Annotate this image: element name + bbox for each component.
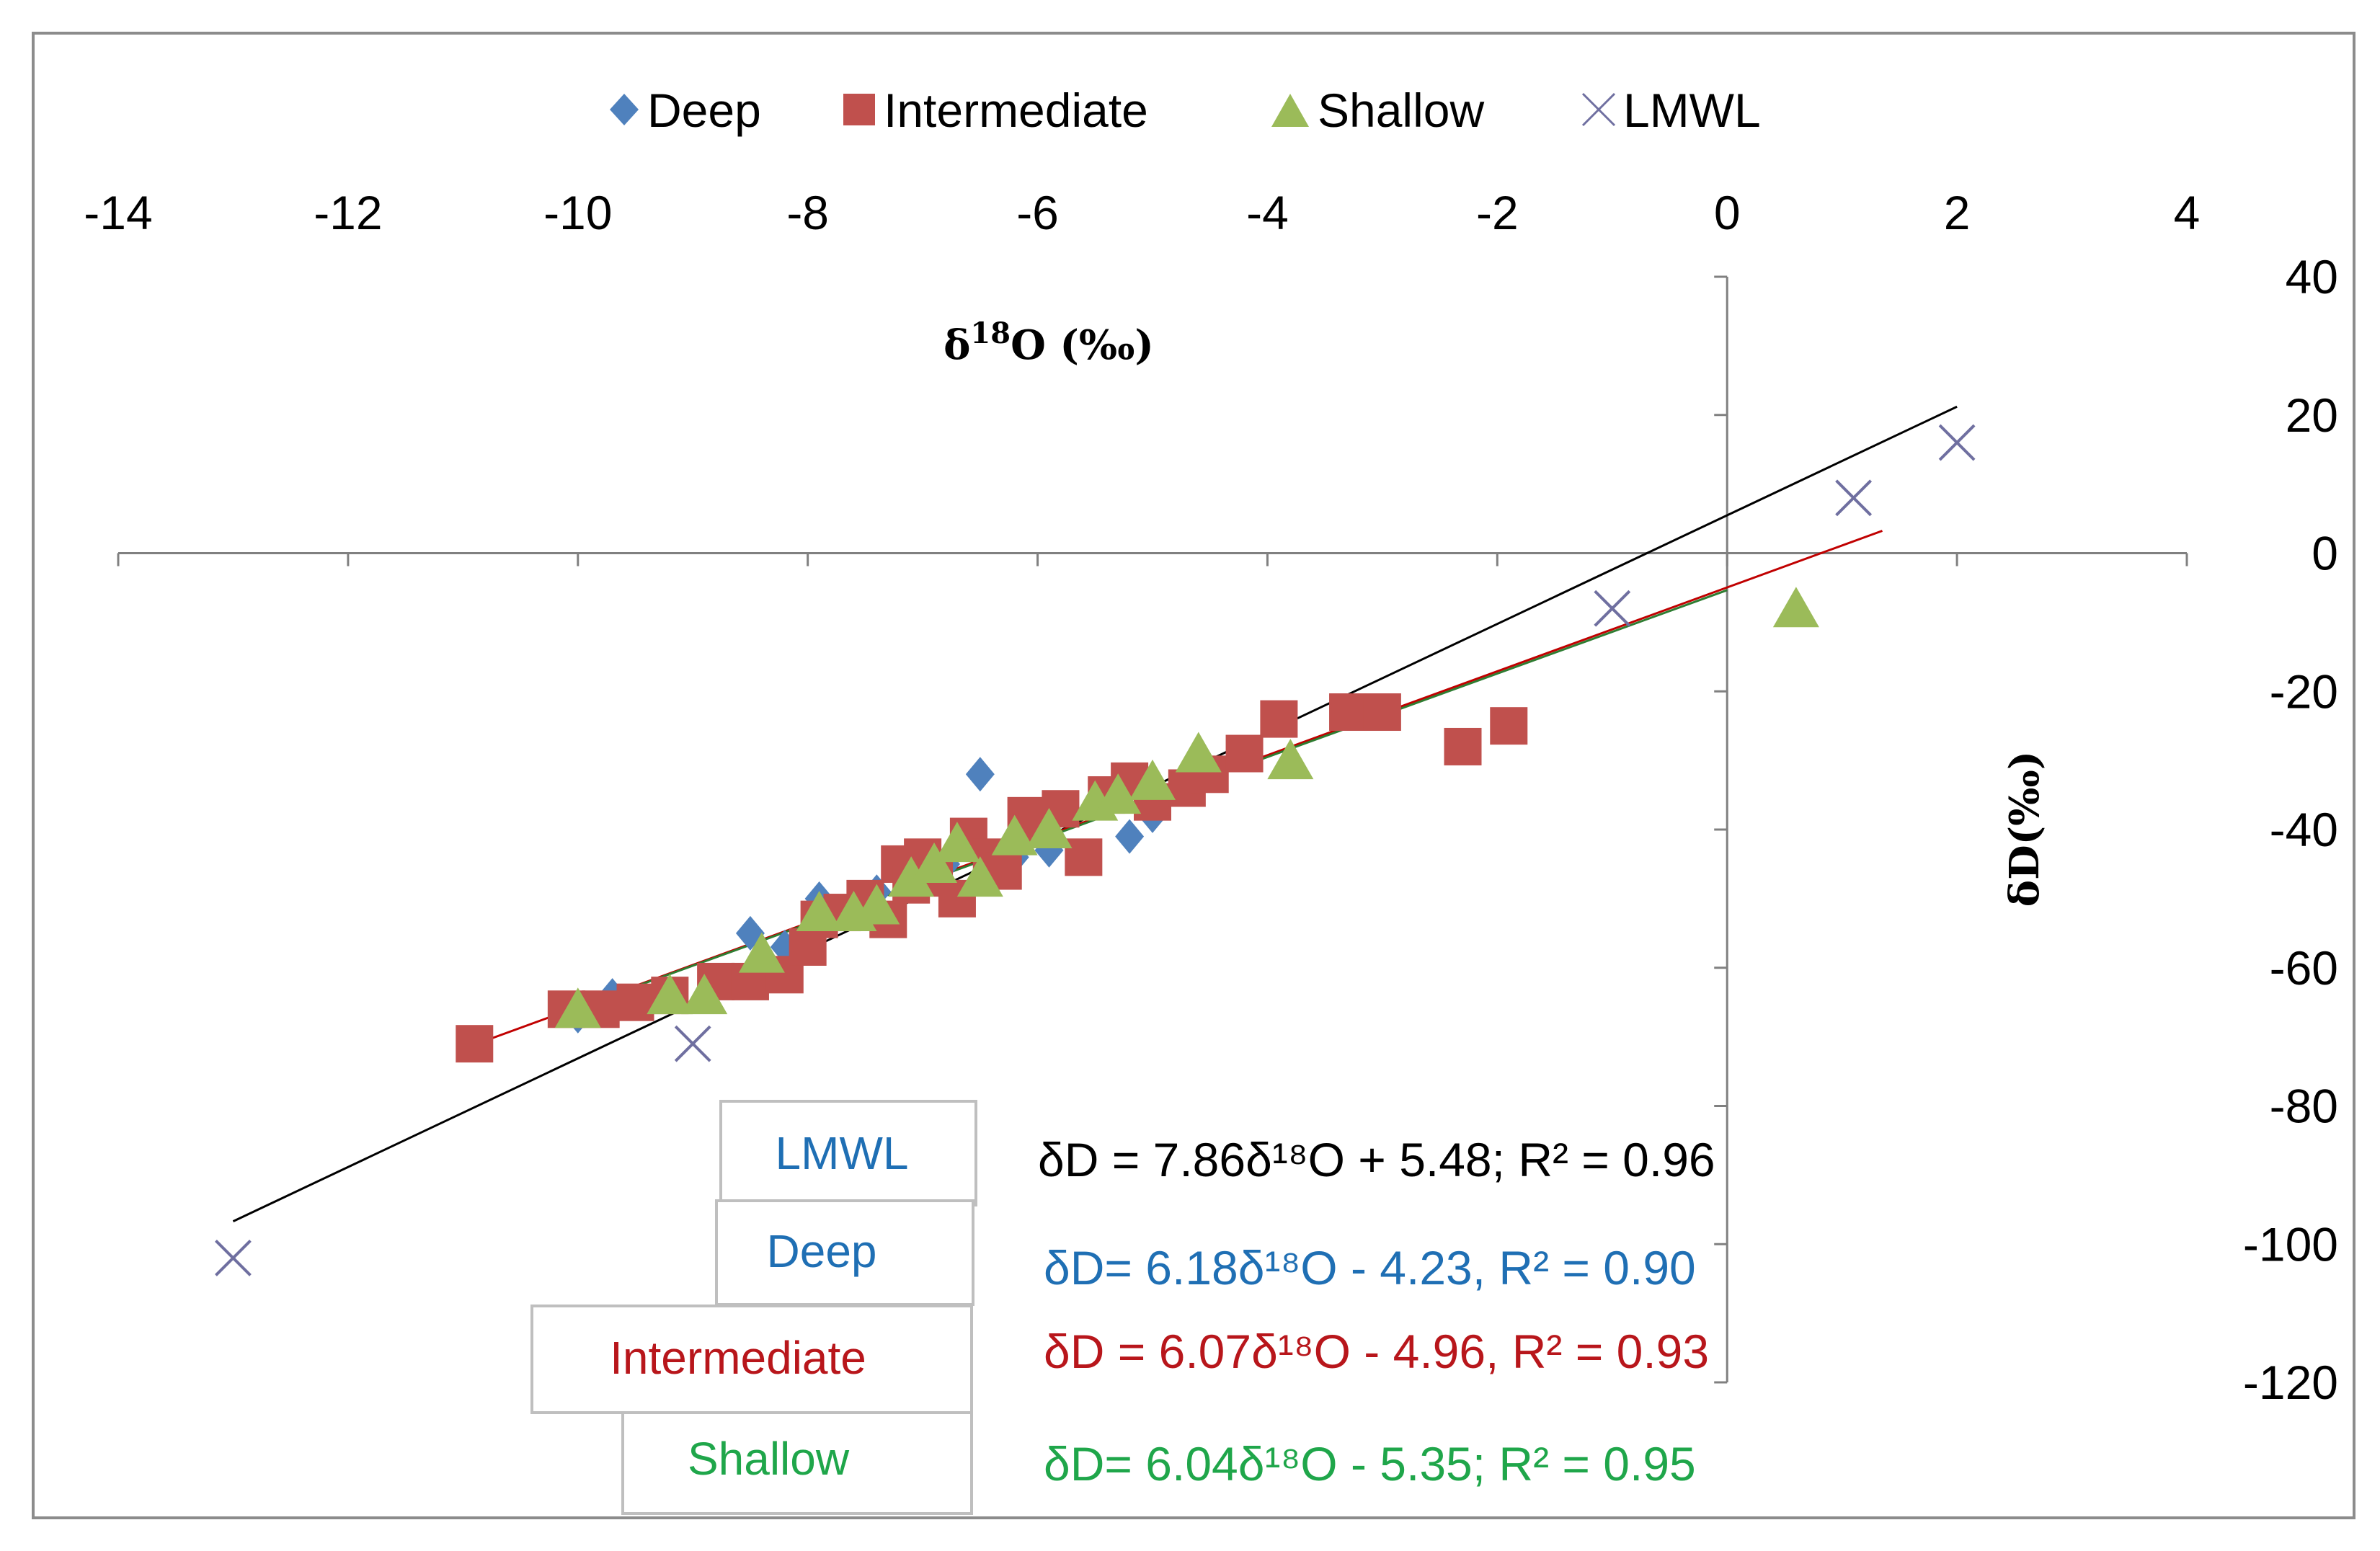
marker-intermediate	[616, 983, 654, 1021]
x-tick-label: -2	[1476, 186, 1519, 239]
legend-deep-diamond-icon	[610, 94, 639, 125]
marker-shallow	[888, 856, 935, 897]
annotation-intermediate-box	[530, 1305, 973, 1414]
x-tick-label: 0	[1714, 186, 1741, 239]
annotation-intermediate: Intermediate δD = 6.07δ¹⁸O - 4.96, R² = …	[530, 1305, 1709, 1414]
annotation-deep: Deep δD= 6.18δ¹⁸O - 4.23, R² = 0.90	[715, 1199, 1696, 1306]
y-axis-title: δD(‰)	[2001, 751, 2048, 907]
marker-shallow	[647, 974, 693, 1015]
legend-lmwl-x-icon	[1581, 92, 1616, 127]
legend-intermediate-square-icon	[843, 94, 875, 125]
annotation-deep-name: Deep	[767, 1225, 877, 1277]
marker-deep	[1115, 819, 1145, 854]
x-tick-label: -6	[1016, 186, 1059, 239]
marker-intermediate	[1260, 700, 1298, 738]
legend-item-intermediate: Intermediate	[843, 84, 1148, 137]
marker-shallow	[853, 884, 900, 925]
y-tick-labels: 40 20 0 -20 -40 -60 -80 -100 -120	[2243, 250, 2338, 1409]
marker-intermediate	[1329, 693, 1367, 732]
marker-shallow	[1175, 732, 1222, 773]
marker-shallow	[911, 842, 958, 883]
marker-lmwl	[215, 1240, 252, 1276]
x-axis-title: δ18O (‰)	[943, 316, 1154, 369]
marker-intermediate	[1444, 727, 1482, 765]
marker-shallow	[1095, 773, 1142, 814]
annotation-lmwl: LMWL δD = 7.86δ¹⁸O + 5.48; R² = 0.96	[719, 1100, 1715, 1206]
annotation-shallow: Shallow δD= 6.04δ¹⁸O - 5.35; R² = 0.95	[621, 1411, 1696, 1515]
marker-intermediate	[1490, 707, 1528, 745]
y-tick-label: -60	[2270, 941, 2338, 995]
marker-shallow	[796, 891, 843, 932]
annotation-intermediate-equation: δD = 6.07δ¹⁸O - 4.96, R² = 0.93	[1044, 1325, 1709, 1378]
legend: Deep Intermediate Shallow LMWL	[610, 84, 1761, 137]
x-tick-labels: -14 -12 -10 -8 -6 -4 -2 0 2 4	[84, 186, 2200, 239]
marker-shallow	[933, 822, 980, 863]
legend-label-deep: Deep	[647, 84, 761, 137]
x-tick-label: 2	[1944, 186, 1971, 239]
y-tick-label: -80	[2270, 1080, 2338, 1133]
annotation-lmwl-name: LMWL	[776, 1127, 909, 1179]
marker-lmwl	[1835, 479, 1873, 517]
marker-shallow	[1026, 808, 1073, 848]
equation-annotations: LMWL δD = 7.86δ¹⁸O + 5.48; R² = 0.96 Dee…	[530, 1100, 1715, 1515]
legend-item-deep: Deep	[610, 84, 761, 137]
data-markers	[215, 424, 1976, 1276]
marker-shallow	[1772, 587, 1819, 628]
marker-shallow	[1267, 739, 1314, 780]
marker-deep	[965, 757, 995, 792]
marker-intermediate	[456, 1025, 494, 1063]
marker-intermediate	[1225, 734, 1264, 773]
marker-intermediate	[1363, 693, 1401, 732]
y-tick-label: -120	[2243, 1356, 2338, 1409]
x-tick-label: -14	[84, 186, 152, 239]
annotation-shallow-equation: δD= 6.04δ¹⁸O - 5.35; R² = 0.95	[1044, 1437, 1696, 1490]
y-tick-label: -100	[2243, 1217, 2338, 1271]
annotation-deep-equation: δD= 6.18δ¹⁸O - 4.23, R² = 0.90	[1044, 1241, 1696, 1294]
marker-shallow	[681, 974, 728, 1015]
legend-label-shallow: Shallow	[1318, 84, 1484, 137]
x-tick-label: 4	[2174, 186, 2201, 239]
annotation-shallow-name: Shallow	[688, 1433, 850, 1485]
axes	[117, 275, 2188, 1384]
marker-shallow	[554, 987, 601, 1028]
y-tick-label: 20	[2286, 388, 2338, 442]
x-tick-label: -12	[314, 186, 382, 239]
marker-shallow	[991, 814, 1038, 856]
y-tick-label: -40	[2270, 803, 2338, 856]
marker-intermediate	[1065, 838, 1103, 876]
annotation-lmwl-equation: δD = 7.86δ¹⁸O + 5.48; R² = 0.96	[1038, 1133, 1715, 1186]
x-tick-label: -10	[543, 186, 612, 239]
annotation-lmwl-box	[719, 1100, 977, 1206]
x-tick-label: -8	[786, 186, 829, 239]
annotation-intermediate-name: Intermediate	[610, 1332, 866, 1384]
legend-item-shallow: Shallow	[1271, 84, 1484, 137]
marker-lmwl	[674, 1025, 711, 1062]
x-tick-label: -4	[1246, 186, 1289, 239]
marker-shallow	[956, 856, 1003, 897]
marker-lmwl	[1594, 590, 1631, 627]
legend-item-lmwl: LMWL	[1581, 84, 1761, 137]
marker-shallow	[738, 932, 785, 973]
legend-shallow-triangle-icon	[1271, 94, 1309, 127]
marker-shallow	[1129, 759, 1176, 800]
legend-label-intermediate: Intermediate	[884, 84, 1148, 137]
marker-lmwl	[1938, 424, 1976, 461]
annotation-shallow-box	[621, 1411, 973, 1515]
legend-label-lmwl: LMWL	[1623, 84, 1761, 137]
y-tick-label: 0	[2312, 527, 2338, 580]
y-tick-label: -20	[2270, 665, 2338, 718]
y-tick-label: 40	[2286, 250, 2338, 303]
